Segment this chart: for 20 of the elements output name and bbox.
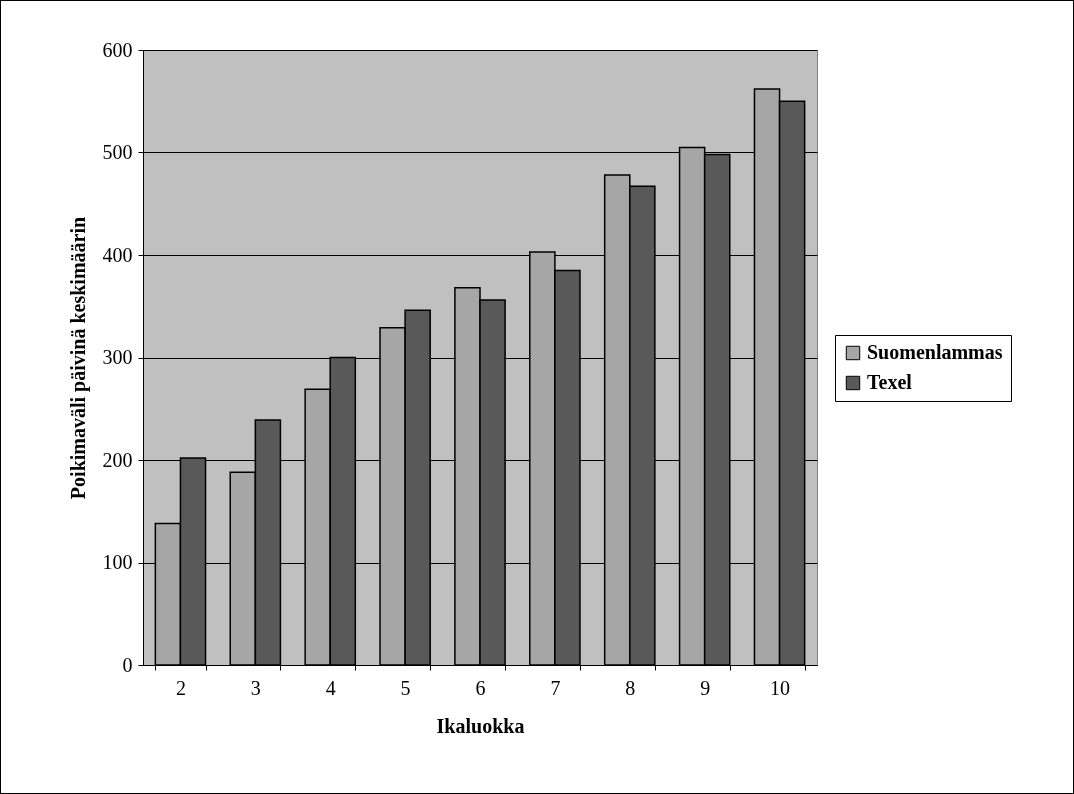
x-tick-label: 10 (770, 676, 791, 699)
x-tick-label: 5 (400, 676, 411, 699)
x-tick-label: 4 (325, 676, 336, 699)
x-tick-label: 7 (550, 676, 561, 699)
x-tick-label: 3 (250, 676, 261, 699)
y-tick-label: 500 (102, 141, 133, 163)
x-tick-label: 8 (625, 676, 636, 699)
x-axis-title: Ikaluokka (436, 714, 525, 737)
y-tick-label: 300 (102, 346, 133, 368)
legend-label: Texel (867, 371, 913, 393)
y-axis-title: Poikimaväli päivinä keskimäärin (66, 216, 90, 500)
x-tick-label: 2 (175, 676, 186, 699)
y-tick-label: 200 (102, 448, 133, 471)
y-tick-label: 400 (102, 243, 133, 266)
y-tick-label: 600 (102, 38, 133, 61)
legend-label: Suomenlammas (867, 341, 1003, 363)
x-tick-label: 6 (475, 676, 486, 699)
y-tick-label: 0 (122, 653, 133, 676)
y-tick-label: 100 (102, 551, 133, 573)
x-tick-label: 9 (700, 676, 711, 699)
